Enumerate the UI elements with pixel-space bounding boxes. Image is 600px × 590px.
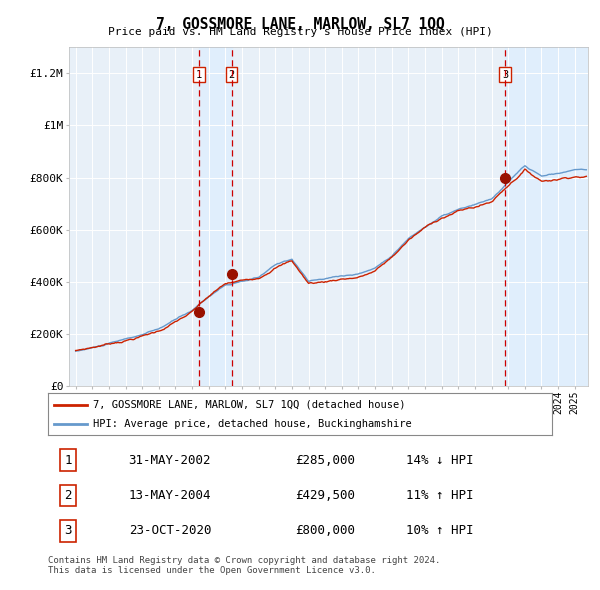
Text: 11% ↑ HPI: 11% ↑ HPI [406, 489, 473, 502]
Text: 1: 1 [196, 70, 202, 80]
Text: 31-MAY-2002: 31-MAY-2002 [128, 454, 211, 467]
Bar [505, 47, 588, 386]
Text: 10% ↑ HPI: 10% ↑ HPI [406, 525, 473, 537]
Text: 2: 2 [229, 70, 235, 80]
Text: 13-MAY-2004: 13-MAY-2004 [128, 489, 211, 502]
Text: 2: 2 [64, 489, 72, 502]
Text: Contains HM Land Registry data © Crown copyright and database right 2024.: Contains HM Land Registry data © Crown c… [48, 556, 440, 565]
Text: 7, GOSSMORE LANE, MARLOW, SL7 1QQ: 7, GOSSMORE LANE, MARLOW, SL7 1QQ [155, 17, 445, 31]
Text: HPI: Average price, detached house, Buckinghamshire: HPI: Average price, detached house, Buck… [93, 418, 412, 428]
Text: £429,500: £429,500 [295, 489, 355, 502]
Text: 23-OCT-2020: 23-OCT-2020 [128, 525, 211, 537]
Text: This data is licensed under the Open Government Licence v3.0.: This data is licensed under the Open Gov… [48, 566, 376, 575]
Bar [199, 47, 232, 386]
Text: £800,000: £800,000 [295, 525, 355, 537]
Text: 1: 1 [64, 454, 72, 467]
Text: Price paid vs. HM Land Registry's House Price Index (HPI): Price paid vs. HM Land Registry's House … [107, 27, 493, 37]
Text: 3: 3 [502, 70, 508, 80]
Text: 14% ↓ HPI: 14% ↓ HPI [406, 454, 473, 467]
Text: £285,000: £285,000 [295, 454, 355, 467]
Text: 3: 3 [64, 525, 72, 537]
Text: 7, GOSSMORE LANE, MARLOW, SL7 1QQ (detached house): 7, GOSSMORE LANE, MARLOW, SL7 1QQ (detac… [93, 400, 406, 410]
